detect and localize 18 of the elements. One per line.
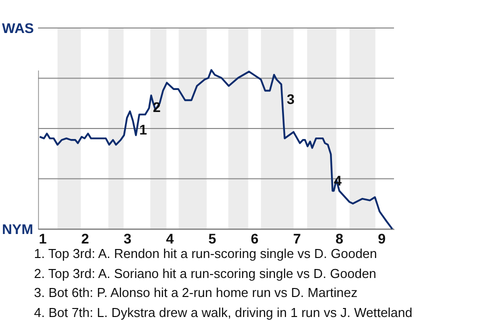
x-tick-label: 8 — [336, 230, 344, 246]
x-tick-label: 1 — [38, 230, 47, 246]
x-tick-label: 4 — [166, 230, 174, 246]
x-tick-label: 7 — [293, 230, 302, 246]
text: 4. Bot 7th: L. Dykstra drew a walk, driving in 1 run vs J. Wetteland — [34, 304, 412, 320]
text: 2. Top 3rd: A. Soriano hit a run-scoring single vs D. Gooden — [34, 264, 378, 283]
text: NYM — [2, 221, 34, 237]
annotation: 3 — [286, 91, 295, 108]
text: WAS — [2, 20, 34, 36]
x-tick-label: 9 — [378, 230, 386, 246]
x-tick-label: 6 — [250, 230, 259, 246]
annotation: 4 — [334, 172, 342, 188]
x-tick-label: 2 — [81, 230, 90, 246]
text: 1. Top 3rd: A. Rendon hit a run-scoring single vs D. Gooden — [34, 246, 378, 261]
x-tick-label: 5 — [208, 230, 216, 246]
annotation: 1 — [139, 121, 148, 138]
text: 3. Bot 6th: P. Alonso hit a 2-run home run vs D. Martinez — [34, 284, 358, 302]
x-tick-label: 3 — [124, 230, 132, 246]
